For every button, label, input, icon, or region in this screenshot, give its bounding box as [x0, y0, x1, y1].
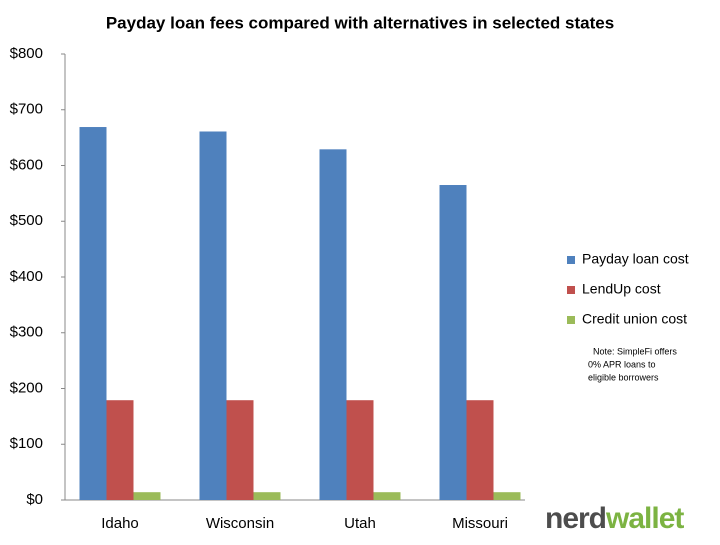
- bar: [253, 492, 281, 500]
- x-tick-label: Utah: [344, 515, 376, 532]
- logo-part: nerd: [545, 502, 606, 535]
- bar: [226, 400, 254, 500]
- bar: [199, 131, 227, 500]
- y-tick-label: $700: [10, 101, 43, 118]
- y-tick-label: $500: [10, 212, 43, 229]
- y-tick-label: $100: [10, 435, 43, 452]
- x-tick-label: Missouri: [452, 515, 508, 532]
- bar: [439, 185, 467, 500]
- annotation: eligible borrowers: [588, 372, 659, 382]
- legend-swatch: [567, 286, 575, 294]
- legend-swatch: [567, 256, 575, 264]
- bar: [133, 492, 161, 500]
- bar: [493, 492, 521, 500]
- y-tick-label: $200: [10, 379, 43, 396]
- legend-label: Credit union cost: [582, 311, 687, 327]
- bar: [373, 492, 401, 500]
- legend-label: Payday loan cost: [582, 251, 689, 267]
- y-tick-label: $600: [10, 156, 43, 173]
- annotation: Note: SimpleFi offers: [593, 346, 677, 356]
- x-tick-label: Wisconsin: [206, 515, 274, 532]
- logo-part: wallet: [605, 502, 684, 535]
- chart-title: Payday loan fees compared with alternati…: [106, 13, 614, 32]
- bar: [319, 149, 347, 500]
- annotation: 0% APR loans to: [588, 359, 656, 369]
- bar: [346, 400, 374, 500]
- logo: nerdwallet: [545, 502, 684, 535]
- y-tick-label: $0: [26, 491, 43, 508]
- bar: [466, 400, 494, 500]
- bar: [79, 127, 107, 500]
- y-tick-label: $300: [10, 324, 43, 341]
- y-tick-label: $800: [10, 45, 43, 62]
- legend-swatch: [567, 316, 575, 324]
- x-tick-label: Idaho: [101, 515, 139, 532]
- legend-label: LendUp cost: [582, 281, 661, 297]
- bar: [106, 400, 134, 500]
- y-tick-label: $400: [10, 268, 43, 285]
